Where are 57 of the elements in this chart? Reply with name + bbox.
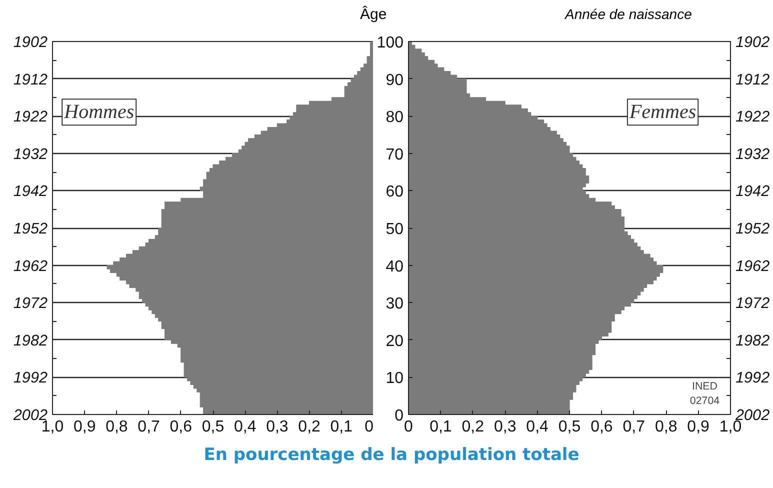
x-tick-label: 0,7 xyxy=(138,418,160,436)
x-tick-label: 1,0 xyxy=(41,418,64,436)
x-tick-label: 0,4 xyxy=(234,418,256,436)
x-tick-label: 0,6 xyxy=(170,418,192,436)
y2-tick-label: 1982 xyxy=(736,332,770,350)
y-tick-label: 1942 xyxy=(13,183,48,200)
y-tick-label: 10 xyxy=(386,370,404,388)
y2-tick-label: 1972 xyxy=(736,295,770,312)
x-tick-label: 0,8 xyxy=(654,418,678,436)
y-tick-label: 20 xyxy=(386,332,404,350)
y-tick-label: 40 xyxy=(386,258,404,276)
x-tick-label: 0,9 xyxy=(687,418,710,436)
x-tick-label: 0,8 xyxy=(106,418,128,436)
y-tick-label: 50 xyxy=(386,221,404,238)
y-tick-label: 1902 xyxy=(13,34,48,51)
y2-tick-label: 1932 xyxy=(736,146,770,163)
y-tick-label: 90 xyxy=(386,72,404,89)
x-tick-label: 0 xyxy=(364,418,374,436)
x-tick-label: 0,1 xyxy=(430,418,452,436)
x-tick-label: 0,5 xyxy=(202,418,224,436)
y-tick-label: 70 xyxy=(386,146,404,164)
y-tick-label: 1992 xyxy=(13,370,48,387)
y-axis-title: Âge xyxy=(360,4,387,25)
x-tick-label: 0,7 xyxy=(622,418,646,436)
y2-tick-label: 1962 xyxy=(736,258,770,275)
y2-tick-label: 1992 xyxy=(736,370,770,387)
y2-tick-label: 1922 xyxy=(736,108,770,126)
x-tick-label: 0,1 xyxy=(330,418,353,436)
y2-axis-title: Année de naissance xyxy=(565,5,692,24)
x-tick-label: 0,2 xyxy=(462,418,484,436)
y-tick-label: 100 xyxy=(376,34,404,52)
x-tick-label: 0,3 xyxy=(266,418,288,436)
y-tick-label: 1962 xyxy=(13,258,48,275)
y-tick-label: 1932 xyxy=(13,146,48,163)
y2-tick-label: 1942 xyxy=(736,183,770,200)
x-tick-label: 0,9 xyxy=(73,418,96,436)
y2-tick-label: 1952 xyxy=(736,220,770,238)
x-axis-title: En pourcentage de la population totale xyxy=(204,444,580,467)
y-tick-label: 1952 xyxy=(13,220,48,238)
y-tick-label: 60 xyxy=(386,184,404,201)
y-tick-label: 1982 xyxy=(13,332,48,350)
y-tick-label: 30 xyxy=(386,296,404,313)
y2-tick-label: 1912 xyxy=(736,71,770,88)
x-tick-label: 0,6 xyxy=(590,418,613,436)
y-tick-label: 1912 xyxy=(13,71,48,88)
x-tick-label: 0,5 xyxy=(558,418,581,436)
y-tick-label: 1922 xyxy=(13,108,48,126)
annotation: INED 02704 xyxy=(690,380,720,408)
y-tick-label: 1972 xyxy=(13,295,48,312)
x-tick-label: 0,3 xyxy=(494,418,516,436)
y2-tick-label: 1902 xyxy=(736,34,770,51)
x-tick-label: 0,4 xyxy=(526,418,549,436)
y-tick-label: 0 xyxy=(394,408,404,424)
annotation: Hommes xyxy=(63,101,134,124)
y-tick-label: 80 xyxy=(386,109,404,126)
x-tick-label: 0,2 xyxy=(298,418,321,436)
annotation: Femmes xyxy=(628,101,696,124)
